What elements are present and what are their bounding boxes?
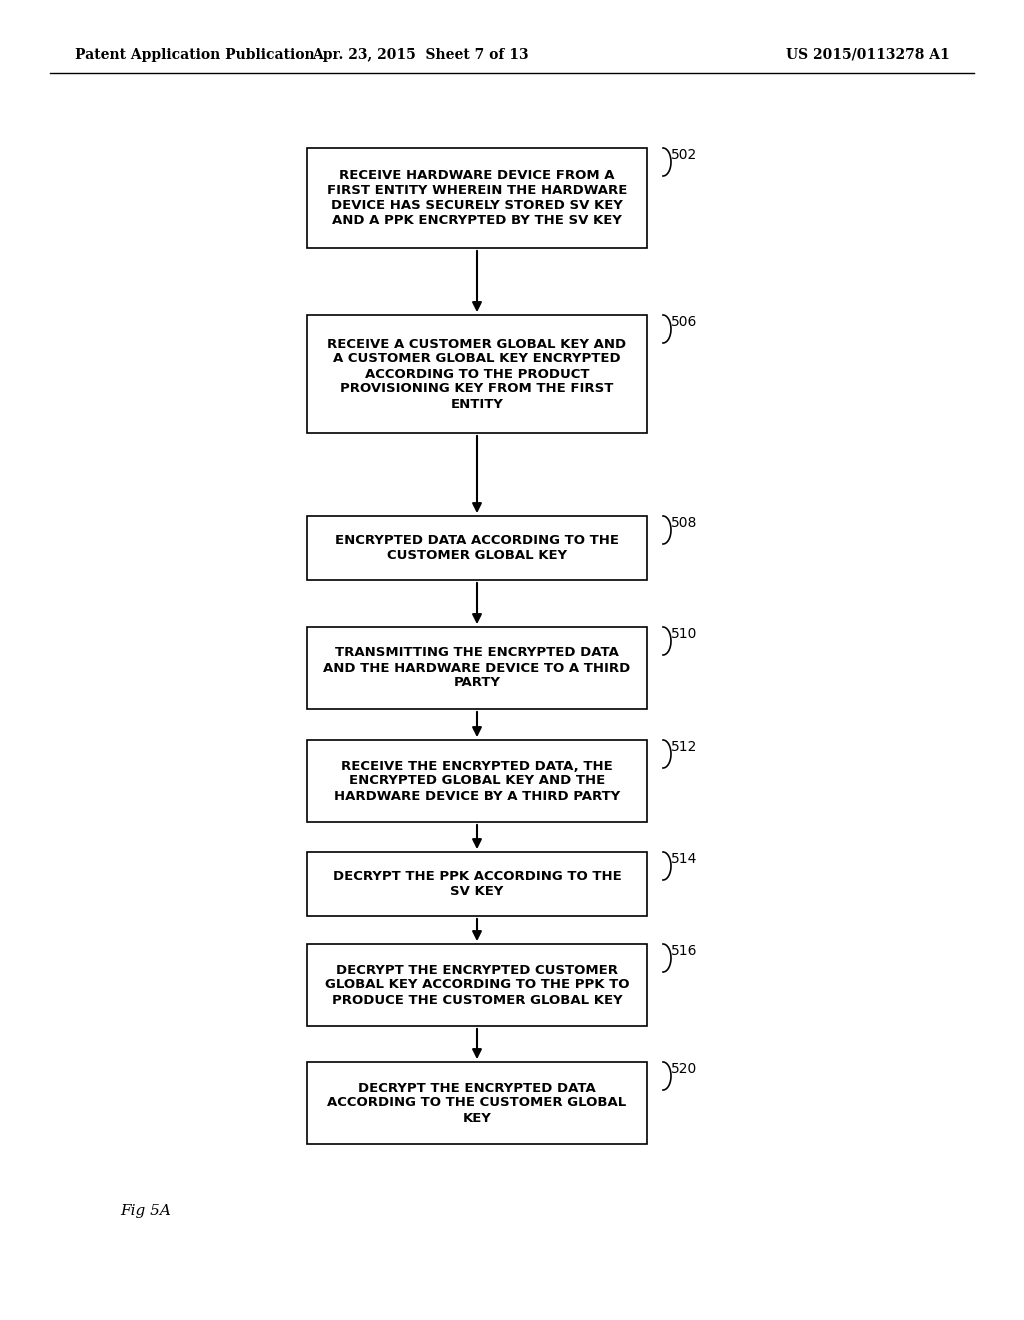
Bar [307,516,647,579]
Text: ENCRYPTED DATA ACCORDING TO THE
CUSTOMER GLOBAL KEY: ENCRYPTED DATA ACCORDING TO THE CUSTOMER… [335,535,618,562]
Text: US 2015/0113278 A1: US 2015/0113278 A1 [786,48,950,62]
Text: DECRYPT THE ENCRYPTED DATA
ACCORDING TO THE CUSTOMER GLOBAL
KEY: DECRYPT THE ENCRYPTED DATA ACCORDING TO … [328,1081,627,1125]
Text: 520: 520 [671,1063,697,1076]
Text: Patent Application Publication: Patent Application Publication [75,48,314,62]
Text: 516: 516 [671,944,697,958]
Text: DECRYPT THE PPK ACCORDING TO THE
SV KEY: DECRYPT THE PPK ACCORDING TO THE SV KEY [333,870,622,898]
Bar [307,944,647,1026]
Text: 510: 510 [671,627,697,642]
Bar [307,1063,647,1144]
Text: 508: 508 [671,516,697,531]
Bar [307,315,647,433]
Bar [307,851,647,916]
Text: DECRYPT THE ENCRYPTED CUSTOMER
GLOBAL KEY ACCORDING TO THE PPK TO
PRODUCE THE CU: DECRYPT THE ENCRYPTED CUSTOMER GLOBAL KE… [325,964,630,1006]
Bar [307,741,647,822]
Text: Fig 5A: Fig 5A [120,1204,171,1218]
Text: RECEIVE A CUSTOMER GLOBAL KEY AND
A CUSTOMER GLOBAL KEY ENCRYPTED
ACCORDING TO T: RECEIVE A CUSTOMER GLOBAL KEY AND A CUST… [328,338,627,411]
Text: Apr. 23, 2015  Sheet 7 of 13: Apr. 23, 2015 Sheet 7 of 13 [311,48,528,62]
Text: 506: 506 [671,315,697,329]
Text: 514: 514 [671,851,697,866]
Text: 512: 512 [671,741,697,754]
Bar [307,627,647,709]
Text: 502: 502 [671,148,697,162]
Text: TRANSMITTING THE ENCRYPTED DATA
AND THE HARDWARE DEVICE TO A THIRD
PARTY: TRANSMITTING THE ENCRYPTED DATA AND THE … [324,647,631,689]
Text: RECEIVE THE ENCRYPTED DATA, THE
ENCRYPTED GLOBAL KEY AND THE
HARDWARE DEVICE BY : RECEIVE THE ENCRYPTED DATA, THE ENCRYPTE… [334,759,621,803]
Bar [307,148,647,248]
Text: RECEIVE HARDWARE DEVICE FROM A
FIRST ENTITY WHEREIN THE HARDWARE
DEVICE HAS SECU: RECEIVE HARDWARE DEVICE FROM A FIRST ENT… [327,169,627,227]
